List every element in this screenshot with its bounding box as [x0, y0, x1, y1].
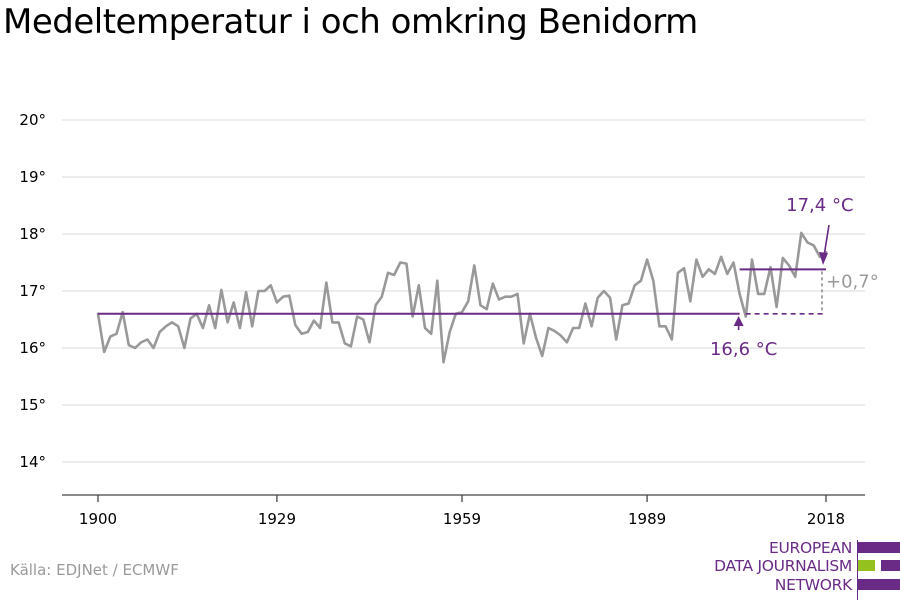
annotations: +0,7° 17,4 °C 16,6 °C	[98, 195, 879, 360]
source-note: Källa: EDJNet / ECMWF	[10, 561, 179, 579]
recent-arrow-shaft	[823, 224, 830, 257]
logo-bar-2	[858, 560, 900, 571]
y-tick-label: 15°	[19, 396, 46, 414]
y-tick-label: 16°	[19, 339, 46, 357]
x-axis: 1900 1929 1959 1989 2018	[62, 494, 865, 528]
x-tick-label: 1989	[628, 510, 666, 528]
x-tick-label: 2018	[807, 510, 845, 528]
line-chart: 14° 15° 16° 17° 18° 19° 20° 1900 1929 1959 1989 20…	[19, 111, 879, 528]
logo-divider	[857, 540, 858, 600]
y-tick-labels: 14° 15° 16° 17° 18° 19° 20°	[19, 111, 46, 471]
recent-average-label: 17,4 °C	[786, 195, 853, 216]
x-tick-label: 1959	[443, 510, 481, 528]
logo-line-1: EUROPEAN	[768, 539, 852, 557]
logo-bar-1	[858, 542, 900, 553]
y-tick-label: 19°	[19, 168, 46, 186]
baseline-label: 16,6 °C	[710, 339, 777, 360]
logo-bar-3	[858, 579, 900, 590]
series-line-temperature	[96, 231, 828, 364]
y-tick-label: 17°	[19, 282, 46, 300]
x-tick-label: 1929	[258, 510, 296, 528]
logo-line-3: NETWORK	[774, 576, 853, 594]
edjnet-logo[interactable]: EUROPEAN DATA JOURNALISM NETWORK	[700, 539, 900, 600]
x-tick-label: 1900	[79, 510, 117, 528]
baseline-arrow-head	[733, 316, 744, 326]
y-tick-label: 18°	[19, 225, 46, 243]
delta-label: +0,7°	[826, 272, 879, 293]
gridlines	[62, 119, 865, 463]
recent-arrow-head	[819, 252, 828, 265]
y-tick-label: 14°	[19, 453, 46, 471]
y-tick-label: 20°	[19, 111, 46, 129]
series-layer	[96, 231, 828, 364]
logo-line-2: DATA JOURNALISM	[714, 557, 852, 575]
chart-title: Medeltemperatur i och omkring Benidorm	[3, 2, 698, 42]
